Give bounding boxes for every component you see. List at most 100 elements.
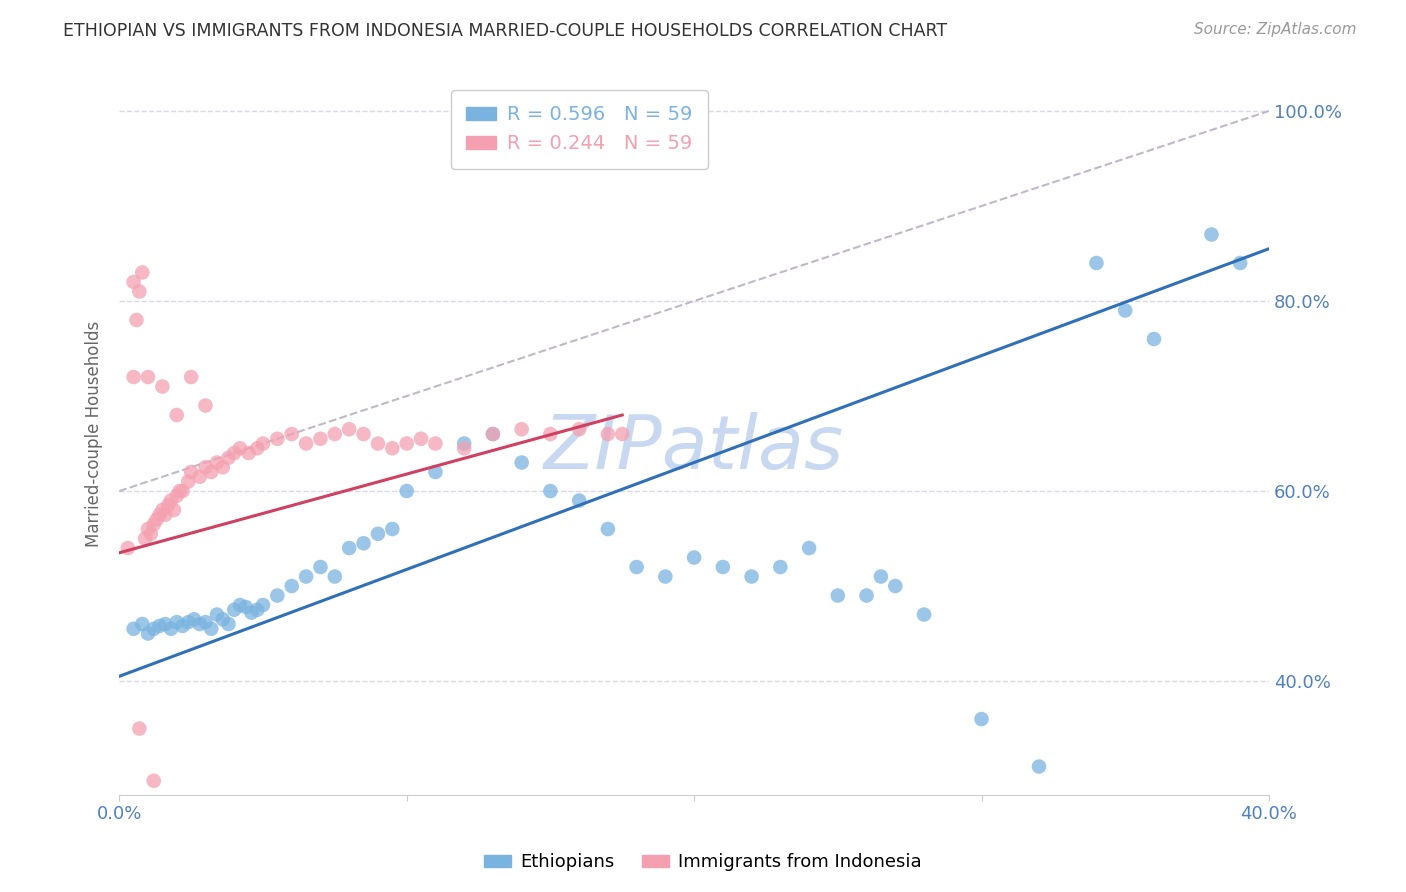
Point <box>769 560 792 574</box>
Point <box>353 427 375 442</box>
Point <box>482 427 505 442</box>
Point <box>1085 256 1108 270</box>
Point <box>870 569 893 583</box>
Point <box>797 541 820 555</box>
Text: ZIPatlas: ZIPatlas <box>544 412 844 484</box>
Point <box>229 598 252 612</box>
Point <box>160 493 183 508</box>
Point <box>683 550 706 565</box>
Point <box>148 508 170 522</box>
Point <box>596 427 619 442</box>
Point <box>395 483 418 498</box>
Point <box>309 432 332 446</box>
Legend: R = 0.596   N = 59, R = 0.244   N = 59: R = 0.596 N = 59, R = 0.244 N = 59 <box>451 90 709 169</box>
Point <box>538 483 561 498</box>
Point <box>142 622 165 636</box>
Point <box>145 512 167 526</box>
Point <box>1201 227 1223 242</box>
Point <box>453 442 475 456</box>
Point <box>160 622 183 636</box>
Point <box>568 493 591 508</box>
Point <box>246 442 269 456</box>
Point <box>218 617 240 632</box>
Point <box>337 422 360 436</box>
Point <box>510 456 533 470</box>
Point <box>150 379 173 393</box>
Point <box>136 626 159 640</box>
Point <box>224 603 246 617</box>
Point <box>194 615 217 629</box>
Point <box>538 427 561 442</box>
Point <box>827 589 849 603</box>
Point <box>180 465 202 479</box>
Point <box>122 275 145 289</box>
Point <box>166 615 188 629</box>
Point <box>172 483 194 498</box>
Point <box>148 619 170 633</box>
Point <box>612 427 634 442</box>
Point <box>229 442 252 456</box>
Point <box>155 508 177 522</box>
Point <box>323 569 346 583</box>
Legend: Ethiopians, Immigrants from Indonesia: Ethiopians, Immigrants from Indonesia <box>477 847 929 879</box>
Point <box>912 607 935 622</box>
Point <box>218 450 240 465</box>
Point <box>122 622 145 636</box>
Point <box>200 465 222 479</box>
Point <box>741 569 763 583</box>
Point <box>136 522 159 536</box>
Point <box>166 408 188 422</box>
Point <box>142 517 165 532</box>
Point <box>125 313 148 327</box>
Point <box>183 612 205 626</box>
Point <box>224 446 246 460</box>
Point <box>134 532 156 546</box>
Point <box>1229 256 1251 270</box>
Point <box>252 436 274 450</box>
Point <box>180 370 202 384</box>
Point <box>235 599 257 614</box>
Point <box>381 442 404 456</box>
Point <box>711 560 734 574</box>
Point <box>172 619 194 633</box>
Point <box>626 560 648 574</box>
Point <box>381 522 404 536</box>
Point <box>142 773 165 788</box>
Point <box>117 541 139 555</box>
Point <box>131 265 153 279</box>
Point <box>205 456 228 470</box>
Point <box>200 622 222 636</box>
Point <box>240 606 263 620</box>
Point <box>155 617 177 632</box>
Point <box>280 427 302 442</box>
Point <box>323 427 346 442</box>
Point <box>409 432 432 446</box>
Point <box>166 489 188 503</box>
Text: Source: ZipAtlas.com: Source: ZipAtlas.com <box>1194 22 1357 37</box>
Point <box>177 615 200 629</box>
Point <box>246 603 269 617</box>
Point <box>169 483 191 498</box>
Point <box>309 560 332 574</box>
Point <box>654 569 676 583</box>
Text: ETHIOPIAN VS IMMIGRANTS FROM INDONESIA MARRIED-COUPLE HOUSEHOLDS CORRELATION CHA: ETHIOPIAN VS IMMIGRANTS FROM INDONESIA M… <box>63 22 948 40</box>
Point <box>367 526 389 541</box>
Point <box>367 436 389 450</box>
Point <box>128 722 150 736</box>
Point <box>295 436 318 450</box>
Point <box>266 432 288 446</box>
Point <box>1114 303 1136 318</box>
Point <box>177 475 200 489</box>
Point <box>266 589 288 603</box>
Point <box>131 617 153 632</box>
Point <box>252 598 274 612</box>
Point <box>238 446 260 460</box>
Point <box>163 503 186 517</box>
Point <box>1028 759 1050 773</box>
Point <box>205 607 228 622</box>
Point <box>136 370 159 384</box>
Point <box>1143 332 1166 346</box>
Point <box>194 399 217 413</box>
Point <box>122 370 145 384</box>
Point <box>188 617 211 632</box>
